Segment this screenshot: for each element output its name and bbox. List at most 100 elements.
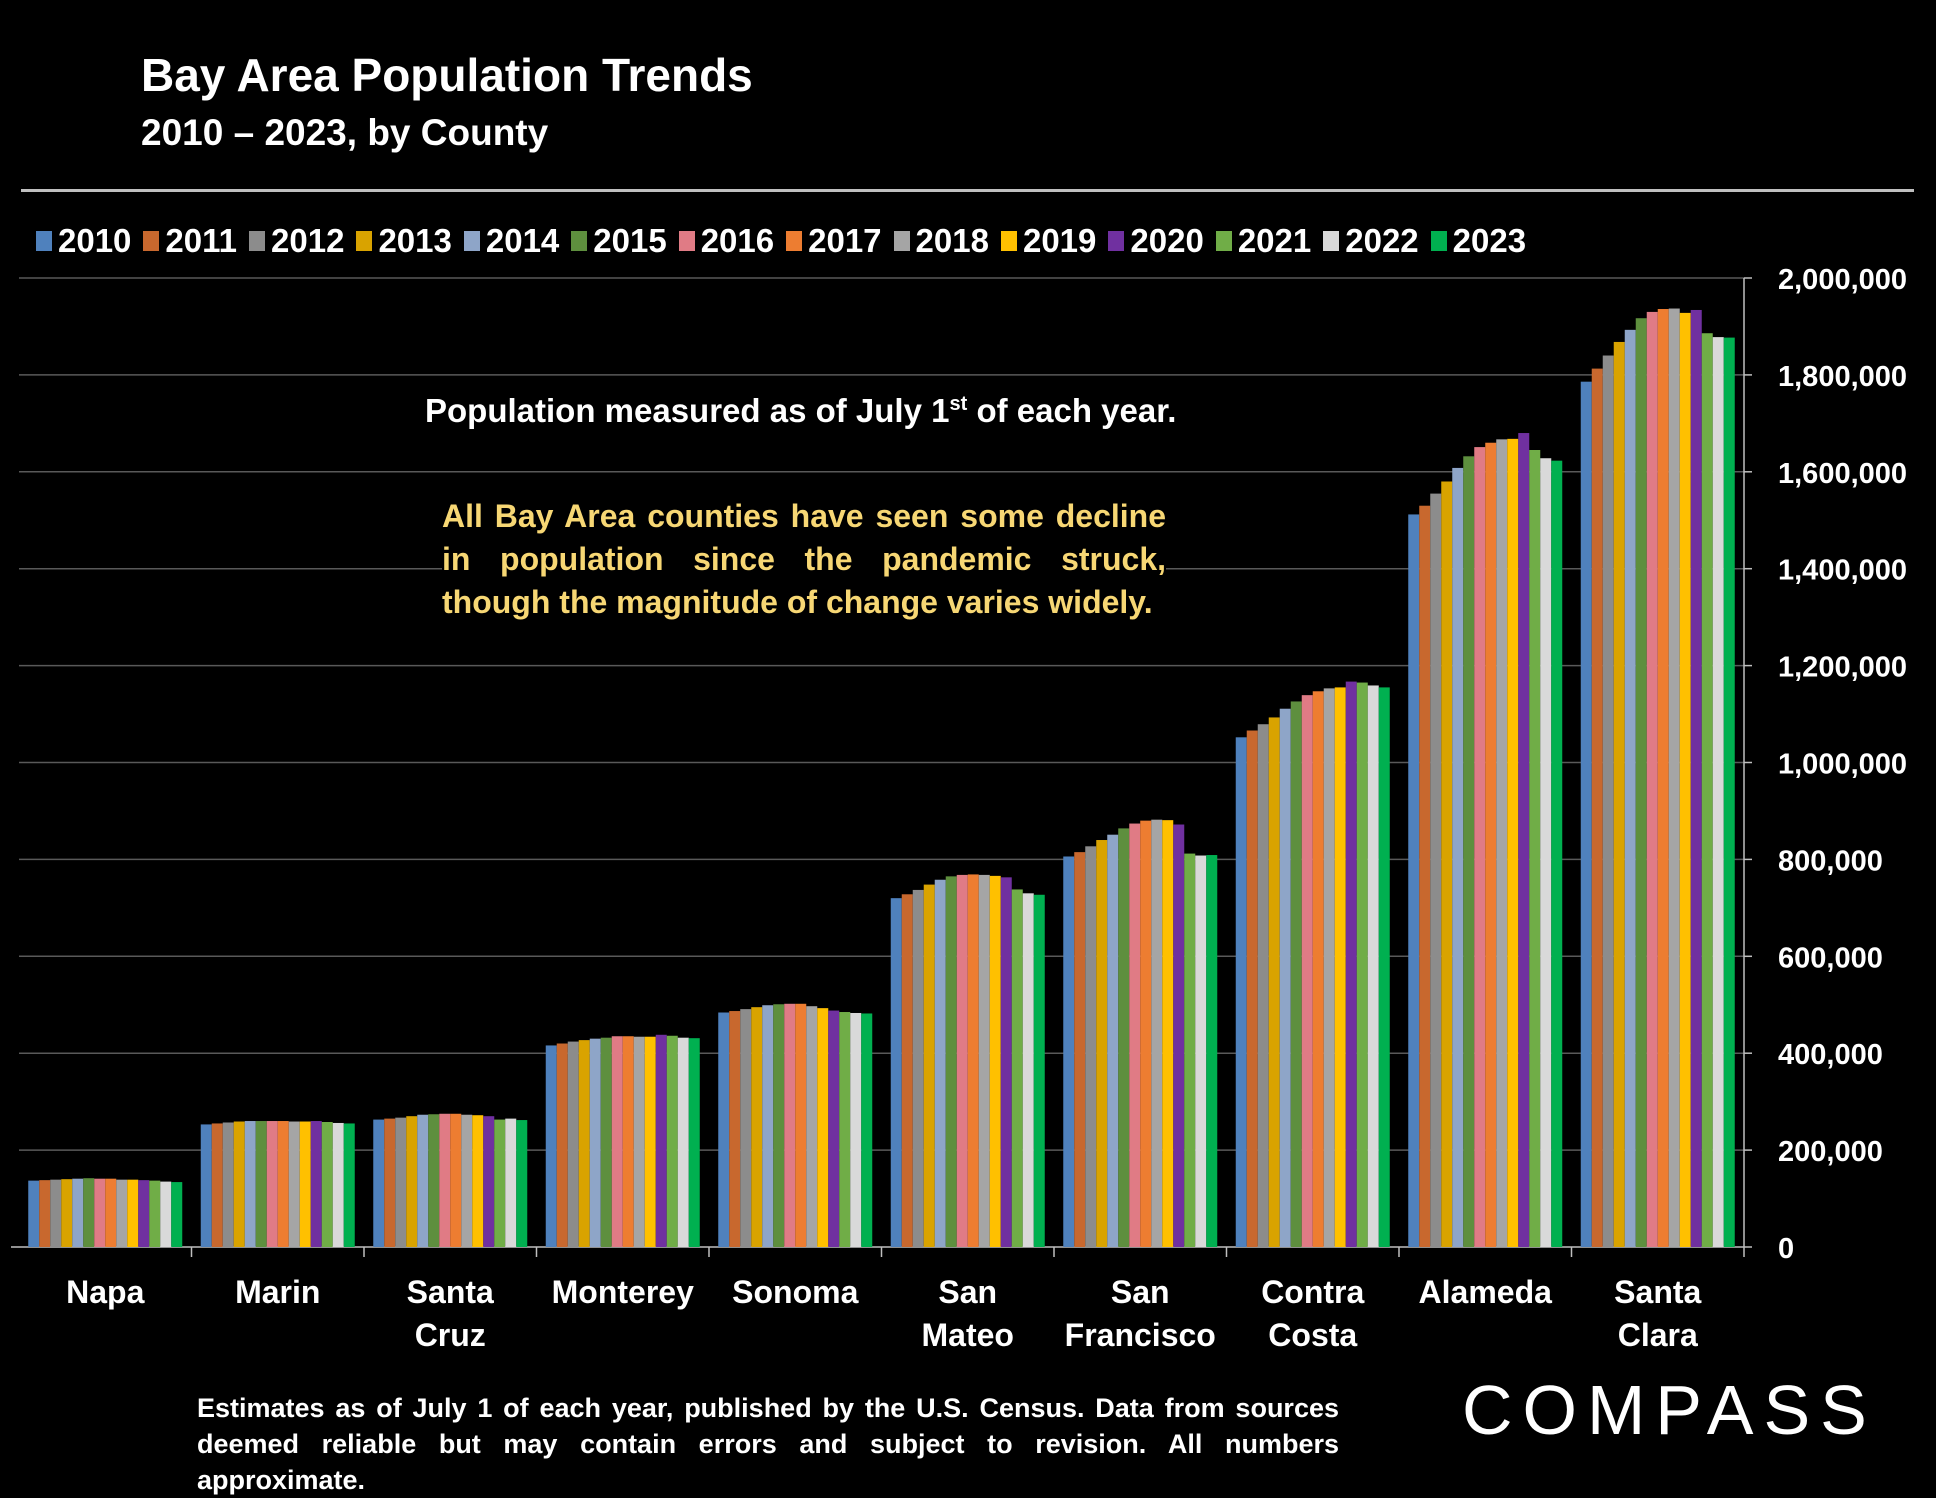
bar-alameda-2013 (1441, 481, 1453, 1247)
legend-label: 2010 (58, 222, 132, 259)
bar-napa-2023 (171, 1182, 183, 1247)
legend-swatch (571, 231, 588, 251)
bar-san-mateo-2022 (1022, 893, 1034, 1247)
bar-marin-2010 (200, 1124, 212, 1247)
bar-napa-2018 (116, 1179, 128, 1247)
bar-sonoma-2019 (817, 1008, 829, 1247)
annotation-highlight: All Bay Area counties have seen some dec… (442, 495, 1166, 624)
legend-label: 2022 (1345, 222, 1419, 259)
bar-sonoma-2021 (839, 1012, 851, 1247)
bar-monterey-2010 (545, 1045, 557, 1247)
bar-alameda-2019 (1507, 438, 1519, 1247)
bar-napa-2020 (138, 1180, 150, 1247)
bar-santa-cruz-2019 (472, 1115, 484, 1247)
bar-napa-2021 (149, 1180, 161, 1247)
legend-swatch (1323, 231, 1340, 251)
legend-item: 2023 (1430, 222, 1526, 260)
legend-label: 2014 (485, 222, 560, 259)
bar-sonoma-2018 (806, 1006, 818, 1247)
bar-marin-2018 (288, 1121, 300, 1247)
x-category-label: Mateo (922, 1317, 1014, 1353)
bar-contra-costa-2020 (1345, 681, 1357, 1247)
bar-san-mateo-2012 (912, 889, 924, 1247)
bar-contra-costa-2023 (1378, 687, 1390, 1247)
bar-monterey-2012 (567, 1041, 579, 1247)
bar-alameda-2022 (1540, 458, 1552, 1247)
legend-label: 2015 (593, 222, 667, 259)
y-tick-label: 1,000,000 (1778, 749, 1907, 781)
bar-santa-cruz-2023 (516, 1120, 528, 1247)
bar-santa-cruz-2017 (450, 1113, 462, 1247)
bar-marin-2023 (343, 1123, 355, 1247)
bar-san-mateo-2016 (956, 874, 968, 1247)
bar-san-mateo-2020 (1000, 877, 1012, 1247)
bar-napa-2011 (39, 1180, 51, 1247)
bar-marin-2016 (266, 1121, 278, 1247)
bar-marin-2021 (321, 1121, 333, 1247)
x-category-label: Santa (1614, 1274, 1701, 1310)
bar-napa-2017 (105, 1178, 117, 1247)
chart-subtitle: 2010 – 2023, by County (141, 112, 549, 153)
x-category-label: Napa (66, 1274, 144, 1310)
bar-santa-cruz-2022 (505, 1118, 517, 1247)
bar-contra-costa-2022 (1367, 685, 1379, 1247)
bar-santa-clara-2015 (1635, 318, 1647, 1247)
legend: 2010 2011 2012 2013 2014 2015 2016 2017 2018 2019… (36, 222, 1538, 260)
legend-swatch (36, 231, 52, 251)
bar-marin-2012 (222, 1122, 234, 1247)
bar-santa-clara-2016 (1646, 311, 1658, 1247)
legend-swatch (1215, 231, 1232, 251)
legend-label: 2013 (378, 222, 452, 259)
legend-swatch (678, 231, 695, 251)
y-tick-label: 800,000 (1778, 845, 1883, 877)
bar-san-francisco-2014 (1107, 834, 1119, 1247)
legend-item: 2011 (143, 222, 237, 260)
legend-item: 2022 (1323, 222, 1419, 260)
bar-san-mateo-2021 (1011, 889, 1023, 1247)
legend-item: 2018 (893, 222, 989, 260)
chart-title: Bay Area Population Trends (141, 49, 753, 101)
bar-san-francisco-2011 (1074, 852, 1086, 1247)
x-category-label: Contra (1261, 1274, 1364, 1310)
bar-santa-clara-2023 (1723, 337, 1735, 1247)
bar-sonoma-2020 (828, 1010, 840, 1247)
bar-alameda-2010 (1408, 514, 1420, 1247)
bar-san-francisco-2010 (1063, 856, 1075, 1247)
x-category-label: Francisco (1065, 1317, 1216, 1353)
legend-swatch (463, 231, 480, 251)
legend-label: 2017 (808, 222, 882, 259)
title-divider (21, 189, 1914, 192)
y-tick-label: 1,600,000 (1778, 458, 1907, 490)
bar-san-mateo-2015 (945, 876, 957, 1247)
legend-label: 2011 (165, 222, 238, 259)
bar-santa-cruz-2016 (439, 1113, 451, 1247)
legend-swatch (1000, 231, 1017, 251)
x-category-label: Alameda (1419, 1274, 1553, 1310)
legend-swatch (356, 231, 373, 251)
bar-san-francisco-2013 (1096, 840, 1108, 1247)
bar-san-francisco-2017 (1140, 820, 1152, 1247)
bar-san-mateo-2018 (978, 874, 990, 1247)
bar-san-francisco-2018 (1151, 819, 1163, 1247)
bar-contra-costa-2010 (1235, 737, 1247, 1247)
bar-santa-cruz-2011 (384, 1118, 396, 1247)
bar-sonoma-2015 (773, 1004, 785, 1247)
x-category-label: Cruz (415, 1317, 486, 1353)
bar-santa-cruz-2021 (494, 1119, 506, 1247)
bar-contra-costa-2021 (1356, 682, 1368, 1247)
bar-san-mateo-2013 (923, 884, 935, 1247)
bar-monterey-2021 (666, 1035, 678, 1247)
bar-monterey-2011 (556, 1043, 568, 1247)
bar-contra-costa-2014 (1279, 708, 1291, 1247)
legend-item: 2012 (249, 222, 344, 260)
bar-contra-costa-2011 (1246, 730, 1258, 1247)
x-category-label: Santa (407, 1274, 494, 1310)
legend-label: 2016 (700, 222, 775, 259)
bar-santa-cruz-2020 (483, 1116, 495, 1247)
bar-santa-clara-2011 (1591, 368, 1603, 1247)
bar-monterey-2013 (578, 1040, 590, 1247)
bar-alameda-2011 (1419, 505, 1431, 1248)
bar-alameda-2018 (1496, 439, 1508, 1247)
bar-santa-clara-2021 (1701, 333, 1713, 1247)
